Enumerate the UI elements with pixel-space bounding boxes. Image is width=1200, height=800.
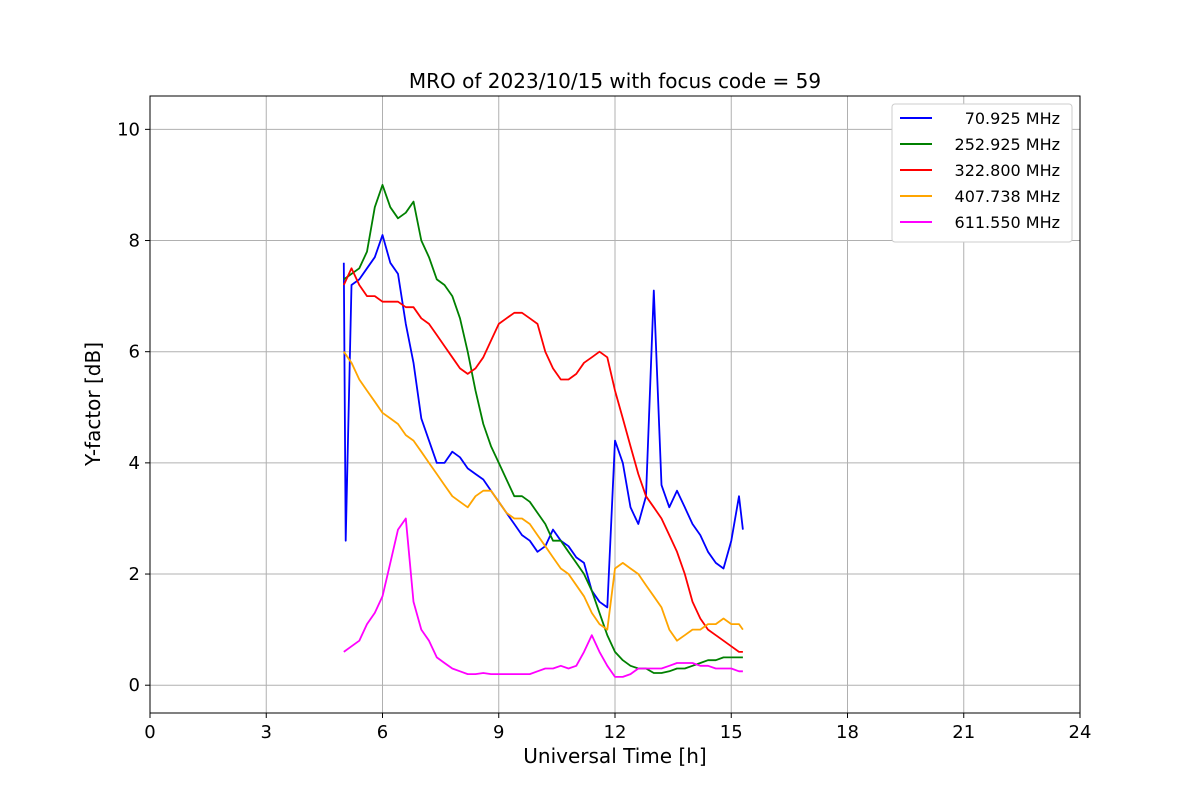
x-tick-label: 18: [836, 722, 859, 743]
y-tick-label: 8: [129, 231, 140, 252]
x-tick-label: 12: [604, 722, 627, 743]
legend-box: [891, 103, 1073, 243]
legend: 70.925 MHz 252.925 MHz 322.800 MHz 407.738 …: [891, 103, 1073, 243]
series-line-1: [343, 183, 743, 674]
series-line-3: [343, 351, 744, 642]
chart-title: MRO of 2023/10/15 with focus code = 59: [409, 69, 821, 93]
y-tick-label: 2: [129, 564, 140, 585]
y-tick-label: 0: [129, 675, 140, 696]
series-line-2: [342, 267, 743, 653]
legend-label: 322.800 MHz: [955, 161, 1060, 180]
legend-label: 252.925 MHz: [955, 135, 1060, 154]
series-line-0: [342, 234, 744, 609]
x-tick-label: 6: [377, 722, 388, 743]
series-layer: [342, 183, 744, 678]
x-tick-label: 3: [261, 722, 272, 743]
series-line-4: [343, 517, 743, 678]
x-tick-label: 21: [952, 722, 975, 743]
x-tick-label: 24: [1069, 722, 1092, 743]
y-tick-label: 6: [129, 342, 140, 363]
legend-label: 70.925 MHz: [965, 109, 1060, 128]
x-tick-label: 9: [493, 722, 504, 743]
legend-label: 407.738 MHz: [955, 187, 1060, 206]
x-tick-label: 15: [720, 722, 743, 743]
y-tick-label: 10: [117, 119, 140, 140]
x-axis-label: Universal Time [h]: [523, 744, 706, 768]
y-axis-label: Y-factor [dB]: [81, 342, 105, 467]
legend-label: 611.550 MHz: [955, 213, 1060, 232]
y-tick-label: 4: [129, 453, 140, 474]
x-tick-label: 0: [144, 722, 155, 743]
